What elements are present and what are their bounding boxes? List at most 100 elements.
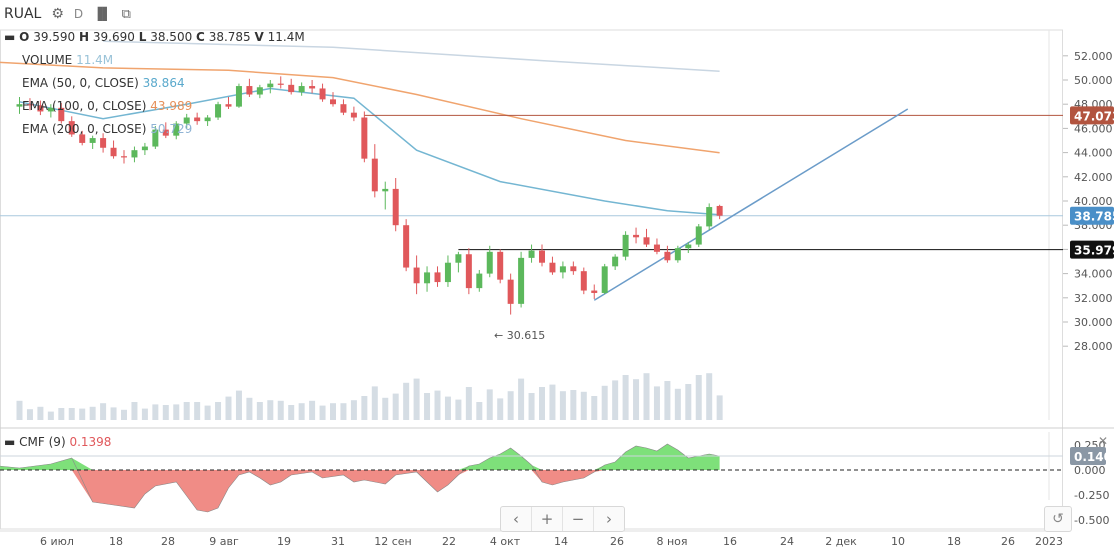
price-tick-label: 44.000 <box>1074 147 1113 160</box>
low-label: L <box>138 30 147 44</box>
volume-bar <box>622 375 629 420</box>
ema50-legend[interactable]: EMA (50, 0, CLOSE) 38.864 <box>22 76 185 90</box>
collapse-icon[interactable]: ▬ <box>4 30 16 44</box>
volume-bar <box>173 404 180 420</box>
candle-body <box>47 107 54 112</box>
candle-body <box>685 244 692 249</box>
date-tick-label: 14 <box>554 535 568 548</box>
candle-body <box>371 158 378 192</box>
candle-body <box>89 138 96 143</box>
ema100-legend[interactable]: EMA (100, 0, CLOSE) 43.989 <box>22 99 192 113</box>
candle-body <box>246 86 253 95</box>
volume-bar <box>194 402 201 420</box>
candle-body <box>330 99 336 105</box>
candle-body <box>361 117 368 159</box>
volume-bar <box>361 396 368 420</box>
close-pane-icon[interactable]: ✕ <box>1098 434 1109 448</box>
candle-body <box>141 146 148 151</box>
candle-body <box>664 251 671 261</box>
open-value: 39.590 <box>33 30 76 44</box>
candle-body <box>497 251 504 280</box>
candle-body <box>340 104 347 113</box>
zoom-out-button[interactable]: − <box>563 507 594 531</box>
price-tick-label: 42.000 <box>1074 171 1113 184</box>
volume-label-short: V <box>254 30 264 44</box>
volume-bar <box>413 378 420 420</box>
date-tick-label: 16 <box>723 535 737 548</box>
low-annotation: ← 30.615 <box>494 329 546 342</box>
open-label: O <box>19 30 30 44</box>
gear-icon[interactable]: ⚙ <box>51 6 64 22</box>
cmf-collapse-icon[interactable]: ▬ <box>4 435 16 449</box>
cmf-legend-label: CMF (9) <box>19 435 66 449</box>
date-tick-label: 6 июл <box>40 535 74 548</box>
volume-bar <box>79 408 86 420</box>
volume-legend[interactable]: VOLUME 11.4M <box>22 53 113 67</box>
close-label: C <box>196 30 205 44</box>
candle-body <box>121 156 127 158</box>
cmf-legend-value: 0.1398 <box>69 435 112 449</box>
volume-bar <box>309 400 316 420</box>
layout-icon[interactable]: ⧉ <box>121 6 131 22</box>
reset-icon[interactable]: ↺ <box>1044 506 1072 532</box>
date-tick-label: 2 дек <box>825 535 857 548</box>
high-value: 39.690 <box>92 30 135 44</box>
volume-bar <box>256 402 263 420</box>
volume-bar <box>121 409 127 420</box>
ema200-legend[interactable]: EMA (200, 0, CLOSE) 50.729 <box>22 122 192 136</box>
volume-bar <box>246 397 253 420</box>
candle-body <box>225 104 232 107</box>
zoom-in-button[interactable]: + <box>532 507 563 531</box>
date-tick-label: 26 <box>610 535 624 548</box>
candle-body <box>591 290 598 293</box>
cmf-legend[interactable]: ▬ CMF (9) 0.1398 <box>4 435 111 449</box>
candle-body <box>288 84 295 93</box>
volume-bar <box>152 404 159 420</box>
volume-bar <box>131 402 138 420</box>
volume-bar <box>371 386 378 420</box>
bar-chart-icon[interactable]: ▐▌ <box>93 7 112 21</box>
volume-bar <box>277 400 284 420</box>
candle-body <box>549 262 556 273</box>
volume-value-short: 11.4M <box>267 30 305 44</box>
cmf-price-tag-bg <box>1070 447 1106 465</box>
interval-label[interactable]: D <box>73 7 84 21</box>
candle-body <box>382 188 389 192</box>
volume-bar <box>340 403 347 420</box>
date-tick-label: 10 <box>891 535 905 548</box>
ema100-line <box>0 61 720 154</box>
volume-bar <box>612 380 619 420</box>
volume-bar <box>392 393 399 420</box>
candle-body <box>131 150 138 158</box>
price-tick-label: 34.000 <box>1074 268 1113 281</box>
volume-bar <box>424 393 431 420</box>
cmf-line <box>0 443 720 513</box>
volume-bar <box>162 405 169 420</box>
candle-body <box>601 266 608 293</box>
ema100-legend-label: EMA (100, 0, CLOSE) <box>22 99 147 113</box>
candle-body <box>162 129 169 136</box>
cmf-positive-area <box>0 444 720 470</box>
candle-body <box>152 129 159 147</box>
symbol-name[interactable]: RUAL <box>4 6 42 22</box>
cmf-tick-label: 0.000 <box>1074 464 1106 477</box>
candle-body <box>570 266 577 272</box>
candle-body <box>100 138 107 148</box>
date-tick-label: 28 <box>161 535 175 548</box>
date-tick-label: 4 окт <box>490 535 521 548</box>
volume-bar <box>497 398 504 420</box>
support-price-tag-bg <box>1070 240 1114 259</box>
price-tick-label: 32.000 <box>1074 292 1113 305</box>
cmf-price-tag: 0.140 <box>1074 450 1112 464</box>
candle-body <box>309 86 316 89</box>
candle-body <box>256 87 263 95</box>
date-tick-label: 24 <box>780 535 794 548</box>
price-tick-label: 28.000 <box>1074 340 1113 353</box>
ema200-line <box>103 40 720 72</box>
scroll-right-button[interactable]: › <box>606 510 612 528</box>
date-tick-label: 8 ноя <box>656 535 687 548</box>
volume-bar <box>653 386 660 420</box>
scroll-left-button[interactable]: ‹ <box>501 507 532 531</box>
